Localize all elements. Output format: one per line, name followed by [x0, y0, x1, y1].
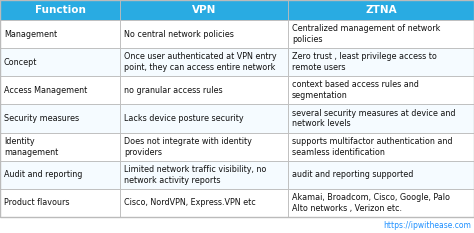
Bar — [288, 104, 474, 133]
Bar — [288, 0, 474, 20]
Text: Does not integrate with identity
providers: Does not integrate with identity provide… — [124, 137, 252, 157]
Text: Audit and reporting: Audit and reporting — [4, 170, 82, 179]
Text: Function: Function — [35, 5, 85, 15]
Bar — [288, 48, 474, 76]
Bar — [0, 0, 120, 20]
Text: Management: Management — [4, 30, 57, 39]
Bar — [288, 133, 474, 161]
Bar — [120, 133, 288, 161]
Text: Akamai, Broadcom, Cisco, Google, Palo
Alto networks , Verizon etc.: Akamai, Broadcom, Cisco, Google, Palo Al… — [292, 193, 450, 213]
Text: Cisco, NordVPN, Express.VPN etc: Cisco, NordVPN, Express.VPN etc — [124, 199, 256, 207]
Text: audit and reporting supported: audit and reporting supported — [292, 170, 413, 179]
Bar — [120, 48, 288, 76]
Bar — [288, 189, 474, 217]
Bar — [120, 20, 288, 48]
Bar — [288, 76, 474, 104]
Text: Limited network traffic visibility, no
network activity reports: Limited network traffic visibility, no n… — [124, 165, 266, 185]
Text: Centralized management of network
policies: Centralized management of network polici… — [292, 24, 440, 44]
Text: Security measures: Security measures — [4, 114, 79, 123]
Text: Product flavours: Product flavours — [4, 199, 70, 207]
Bar — [120, 76, 288, 104]
Bar — [0, 133, 120, 161]
Text: Access Management: Access Management — [4, 86, 87, 95]
Text: VPN: VPN — [192, 5, 216, 15]
Text: several security measures at device and
network levels: several security measures at device and … — [292, 109, 456, 128]
Bar — [0, 189, 120, 217]
Bar — [120, 0, 288, 20]
Bar — [288, 20, 474, 48]
Bar — [120, 161, 288, 189]
Text: https://ipwithease.com: https://ipwithease.com — [383, 221, 471, 230]
Text: no granular access rules: no granular access rules — [124, 86, 223, 95]
Bar — [0, 76, 120, 104]
Text: ZTNA: ZTNA — [365, 5, 397, 15]
Text: Once user authenticated at VPN entry
point, they can access entire network: Once user authenticated at VPN entry poi… — [124, 52, 277, 72]
Text: context based access rules and
segmentation: context based access rules and segmentat… — [292, 80, 419, 100]
Text: Zero trust , least privilege access to
remote users: Zero trust , least privilege access to r… — [292, 52, 437, 72]
Text: No central network policies: No central network policies — [124, 30, 234, 39]
Text: Lacks device posture security: Lacks device posture security — [124, 114, 244, 123]
Text: Identity
management: Identity management — [4, 137, 58, 157]
Bar — [288, 161, 474, 189]
Bar — [0, 104, 120, 133]
Bar — [120, 104, 288, 133]
Bar — [0, 20, 120, 48]
Bar — [0, 48, 120, 76]
Text: Concept: Concept — [4, 58, 37, 67]
Text: supports multifactor authentication and
seamless identification: supports multifactor authentication and … — [292, 137, 453, 157]
Bar — [0, 161, 120, 189]
Bar — [120, 189, 288, 217]
